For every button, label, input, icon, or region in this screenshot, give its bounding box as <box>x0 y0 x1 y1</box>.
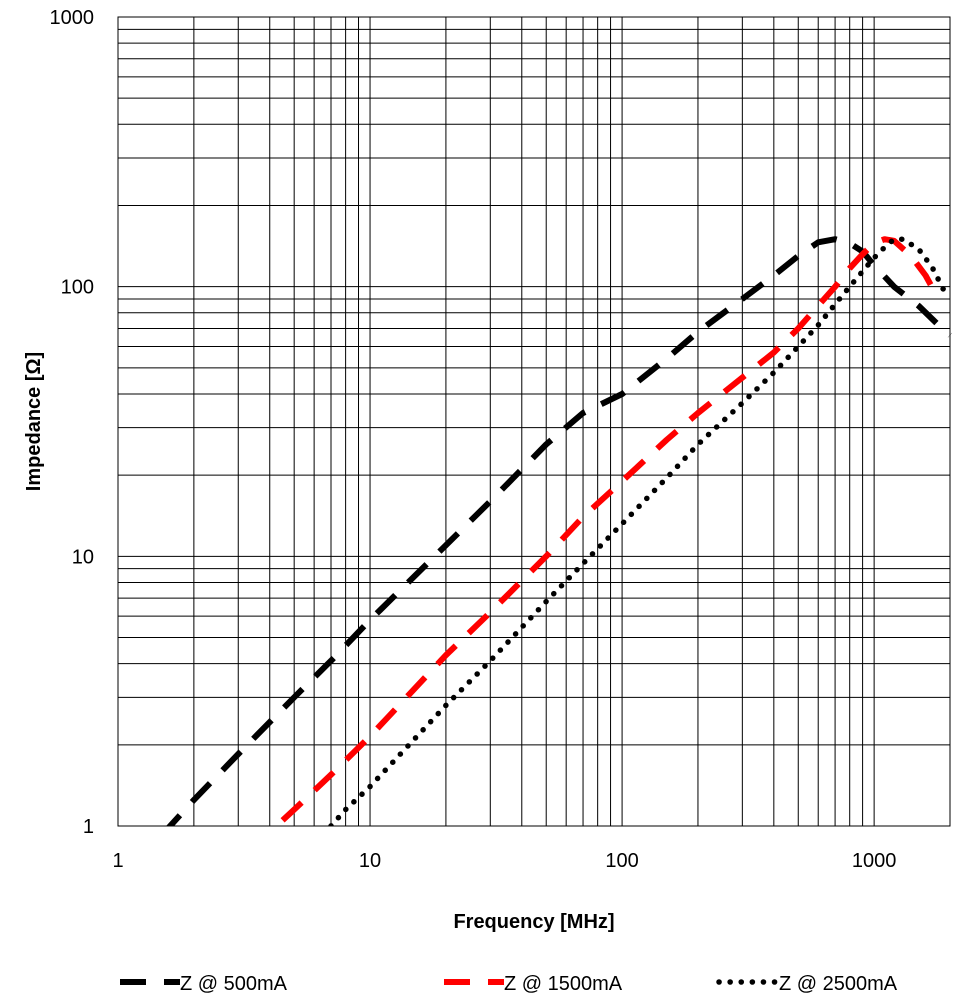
y-axis-title: Impedance [Ω] <box>23 352 45 491</box>
x-tick-label: 1000 <box>852 850 897 872</box>
x-axis-title: Frequency [MHz] <box>453 911 614 933</box>
series-line-1 <box>166 236 952 826</box>
series-line-2 <box>280 236 942 823</box>
x-tick-label: 1 <box>112 850 123 872</box>
series-line-3 <box>328 236 948 826</box>
x-tick-labels: 1 10 100 1000 <box>112 850 896 872</box>
y-tick-label: 10 <box>72 546 94 568</box>
y-tick-label: 1 <box>83 816 94 838</box>
chart-grid <box>117 17 951 826</box>
y-tick-label: 1000 <box>50 7 95 29</box>
x-tick-label: 100 <box>605 850 638 872</box>
y-tick-label: 100 <box>61 277 94 299</box>
chart-legend: Z @ 500mA Z @ 1500mA Z @ 2500mA <box>120 973 898 995</box>
legend-label: Z @ 1500mA <box>504 973 623 995</box>
plot-area-frame <box>117 16 951 827</box>
legend-label: Z @ 500mA <box>180 973 288 995</box>
y-tick-labels: 1 10 100 1000 <box>50 7 95 838</box>
chart-series <box>166 236 952 826</box>
legend-item-2: Z @ 1500mA <box>444 973 623 995</box>
x-tick-label: 10 <box>359 850 381 872</box>
legend-item-1: Z @ 500mA <box>120 973 288 995</box>
legend-item-3: Z @ 2500mA <box>716 973 898 995</box>
legend-label: Z @ 2500mA <box>779 973 898 995</box>
